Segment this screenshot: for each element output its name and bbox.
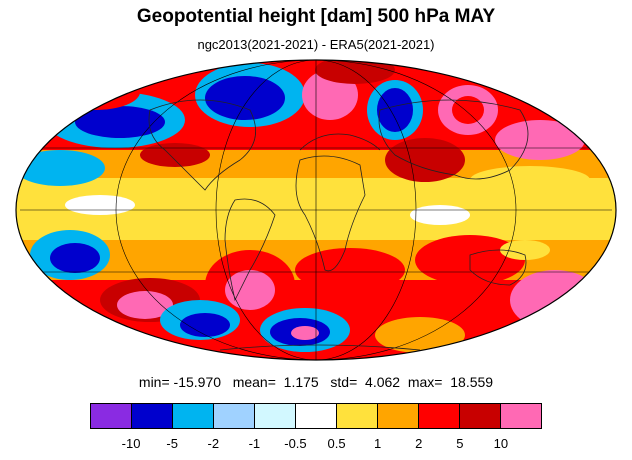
std-label: std= [330,374,358,390]
mean-value: 1.175 [283,374,319,390]
colorbar-swatch [460,404,501,428]
colorbar-swatch [173,404,214,428]
map-title: Geopotential height [dam] 500 hPa MAY [136,6,496,27]
colorbar-tick-label: -1 [248,436,261,451]
colorbar-swatch [255,404,296,428]
min-label: min= [138,374,170,390]
colorbar-swatch [91,404,132,428]
max-value: 18.559 [450,374,494,390]
mean-label: mean= [232,374,276,390]
globe-outline [15,59,617,361]
colorbar [90,403,542,429]
colorbar-swatch [132,404,173,428]
colorbar-tick-label: -10 [121,436,141,451]
statistics-line: min= -15.970 mean= 1.175 std= 4.062 max=… [0,374,632,390]
colorbar-tick-label: 1 [374,436,382,451]
max-label: max= [407,374,443,390]
std-value: 4.062 [365,374,401,390]
colorbar-tick-label: 5 [456,436,464,451]
colorbar-tick-label: -2 [207,436,220,451]
colorbar-tick-label: 2 [415,436,423,451]
colorbar-tick-label: 10 [493,436,509,451]
colorbar-swatch [419,404,460,428]
colorbar-swatch [501,404,541,428]
min-value: -15.970 [173,374,222,390]
colorbar-swatch [378,404,419,428]
colorbar-swatch [214,404,255,428]
colorbar-tick-label: 0.5 [327,436,346,451]
colorbar-tick-label: -5 [166,436,178,451]
colorbar-swatch [296,404,337,428]
map-subtitle: ngc2013(2021-2021) - ERA5(2021-2021) [197,37,435,52]
coastlines [148,99,529,351]
colorbar-swatch [337,404,378,428]
colorbar-tick-label: -0.5 [284,436,307,451]
